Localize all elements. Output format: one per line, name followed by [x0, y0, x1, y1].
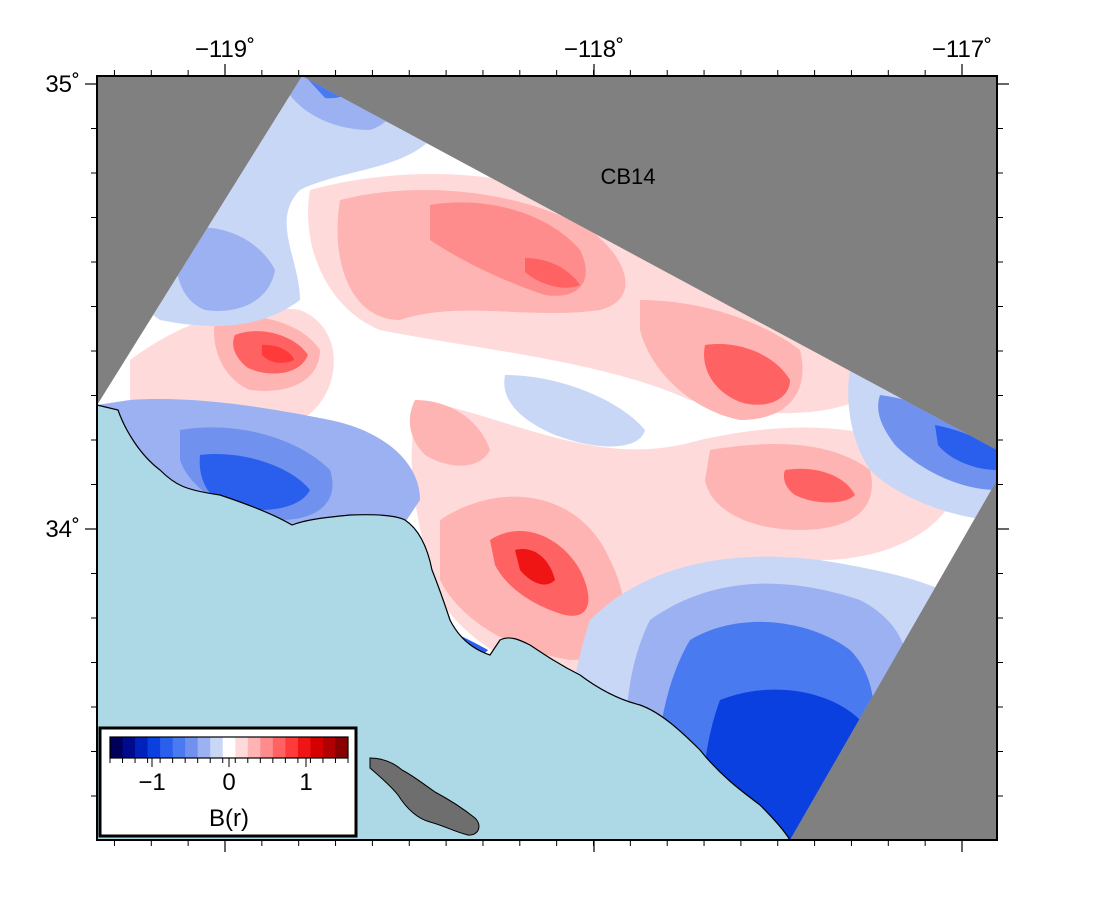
colorbar-tick-label: 0 — [222, 769, 235, 796]
colorbar-swatch — [135, 737, 149, 758]
colorbar-swatch — [197, 737, 211, 758]
lon-tick-label: −117˚ — [932, 36, 992, 63]
colorbar-swatch — [185, 737, 199, 758]
red-core-southeast — [783, 468, 855, 503]
colorbar-tick-label: 1 — [299, 769, 312, 796]
map-frame — [96, 75, 998, 841]
colorbar-swatch — [210, 737, 224, 758]
blue-northwest-mid — [176, 227, 275, 311]
blue-east-deep — [935, 425, 997, 470]
colorbar-swatch — [272, 737, 286, 758]
no-data-mask — [97, 76, 997, 840]
colorbar-swatch — [247, 737, 261, 758]
colorbar-swatch — [122, 737, 136, 758]
colorbar-swatch — [235, 737, 249, 758]
colorbar-legend: −1 0 1 B(r) — [98, 726, 358, 838]
colorbar-swatch — [160, 737, 174, 758]
blue-lens-center — [504, 375, 645, 447]
minor-ticks — [91, 70, 1003, 846]
colorbar-swatch — [297, 737, 311, 758]
red-core-west-inner — [262, 344, 294, 363]
model-label: CB14 — [600, 164, 655, 189]
colorbar-swatch — [222, 737, 236, 758]
lon-tick-label: −119˚ — [195, 36, 255, 63]
pink-mid-center — [409, 400, 490, 466]
colorbar-swatch — [172, 737, 186, 758]
lat-tick-label: 34˚ — [45, 516, 80, 543]
red-core-north-inner — [525, 258, 580, 288]
colorbar-tick-label: −1 — [138, 769, 165, 796]
colorbar-swatch — [322, 737, 336, 758]
colorbar-ticks — [109, 758, 349, 767]
colorbar-swatch — [335, 737, 349, 758]
lon-tick-label: −118˚ — [564, 36, 624, 63]
colorbar-swatch — [310, 737, 324, 758]
lat-tick-label: 35˚ — [45, 71, 80, 98]
colorbar-swatch — [260, 737, 274, 758]
colorbar-title: B(r) — [209, 805, 249, 832]
island — [369, 757, 480, 836]
blue-east-mid — [878, 395, 997, 490]
colorbar-swatch — [285, 737, 299, 758]
colorbar — [110, 737, 349, 758]
red-core-east — [704, 344, 790, 405]
colorbar-swatch — [110, 737, 124, 758]
blue-southwest-deep — [199, 454, 310, 510]
red-core-south-inner — [515, 549, 555, 585]
colorbar-swatch — [147, 737, 161, 758]
